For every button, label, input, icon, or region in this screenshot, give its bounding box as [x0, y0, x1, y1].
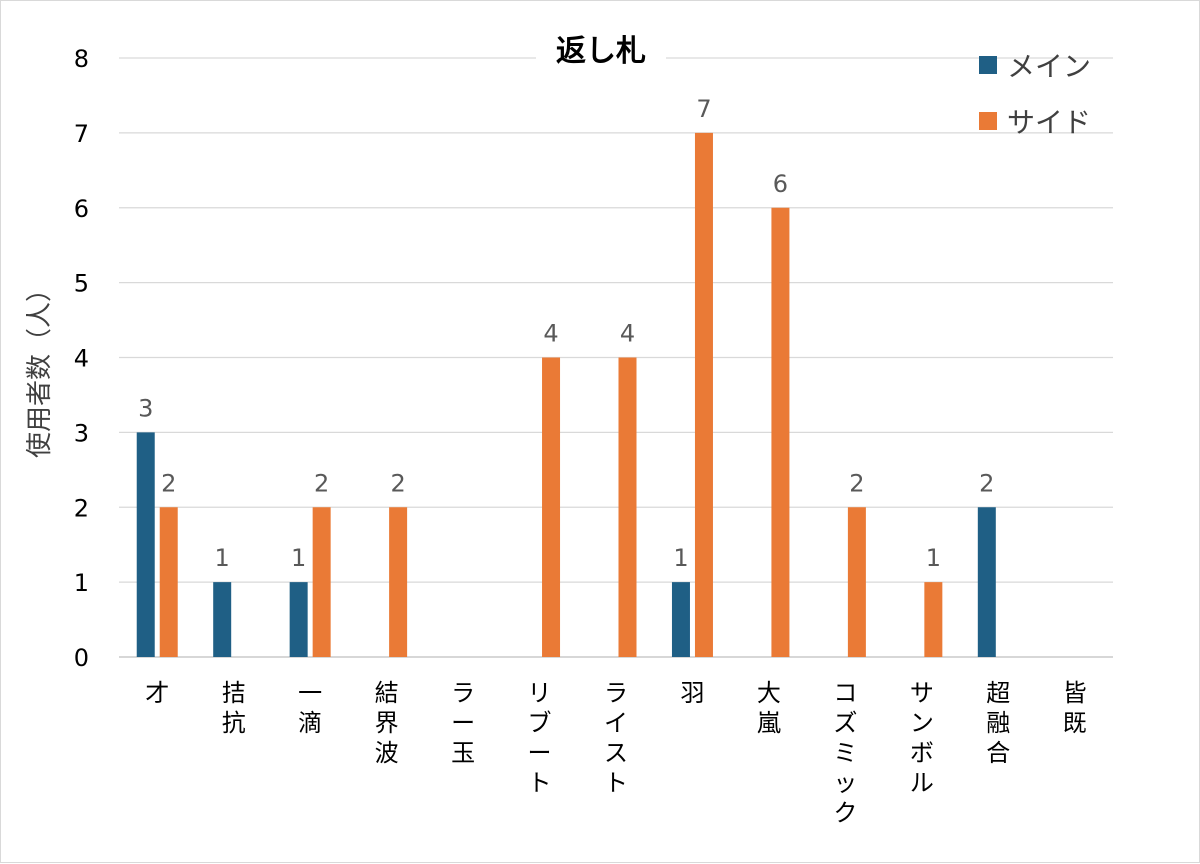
data-label: 1 [291, 544, 306, 572]
x-category-label: 拮抗 [222, 679, 246, 737]
gridlines [119, 57, 1113, 658]
data-label: 2 [849, 469, 864, 497]
legend-label: サイド [1007, 106, 1091, 139]
x-category-label: サンボル [910, 679, 934, 797]
y-tick-label: 1 [74, 569, 89, 597]
x-category-label: 大嵐 [757, 679, 781, 737]
y-tick-label: 3 [74, 419, 89, 447]
data-labels: 3 2 1 1 2 2 4 4 1 7 6 2 1 2 [138, 95, 994, 572]
data-label: 6 [773, 170, 788, 198]
bar-main [136, 432, 155, 657]
bar-side [389, 507, 408, 657]
title-background [536, 27, 666, 77]
data-label: 4 [543, 320, 558, 348]
y-axis-ticks: 0 1 2 3 4 5 6 7 8 [74, 45, 89, 672]
data-label: 1 [215, 544, 230, 572]
y-tick-label: 6 [74, 195, 89, 223]
x-category-label: リブート [528, 679, 552, 797]
bar-side [618, 357, 637, 657]
data-label: 2 [390, 469, 405, 497]
x-category-label: ライスト [604, 679, 628, 797]
bar-main [671, 582, 690, 657]
y-tick-label: 0 [74, 644, 89, 672]
bar-main [977, 507, 996, 657]
data-label: 3 [138, 394, 153, 422]
legend-swatch [979, 112, 997, 130]
data-label: 4 [620, 320, 635, 348]
x-category-label: 結界波 [375, 679, 399, 767]
y-tick-label: 7 [74, 120, 89, 148]
bars [136, 132, 996, 657]
y-tick-label: 4 [74, 345, 89, 373]
bar-side [159, 507, 178, 657]
data-label: 2 [979, 469, 994, 497]
x-category-label: 一滴 [298, 679, 322, 737]
bar-side [694, 132, 713, 657]
bar-main [213, 582, 232, 657]
x-category-label: 皆既 [1063, 679, 1087, 737]
data-label: 2 [161, 469, 176, 497]
data-label: 1 [926, 544, 941, 572]
x-category-label: 羽 [680, 679, 704, 707]
y-tick-label: 5 [74, 270, 89, 298]
x-category-label: 才 [145, 679, 169, 707]
legend-label: メイン [1007, 50, 1091, 83]
bar-side [542, 357, 561, 657]
x-category-label: コズミック [833, 679, 857, 827]
y-tick-label: 2 [74, 494, 89, 522]
y-tick-label: 8 [74, 45, 89, 73]
data-label: 7 [696, 95, 711, 123]
x-category-label: 超融合 [986, 679, 1010, 767]
data-label: 2 [314, 469, 329, 497]
bar-side [924, 582, 943, 657]
legend-swatch [979, 56, 997, 74]
x-category-label: ラー玉 [451, 679, 475, 767]
data-label: 1 [673, 544, 688, 572]
bar-side [847, 507, 866, 657]
bar-side [771, 207, 790, 657]
chart-title: 返し札 [556, 34, 646, 69]
bar-side [312, 507, 331, 657]
y-axis-label: 使用者数（人） [25, 276, 55, 458]
bar-main [289, 582, 308, 657]
